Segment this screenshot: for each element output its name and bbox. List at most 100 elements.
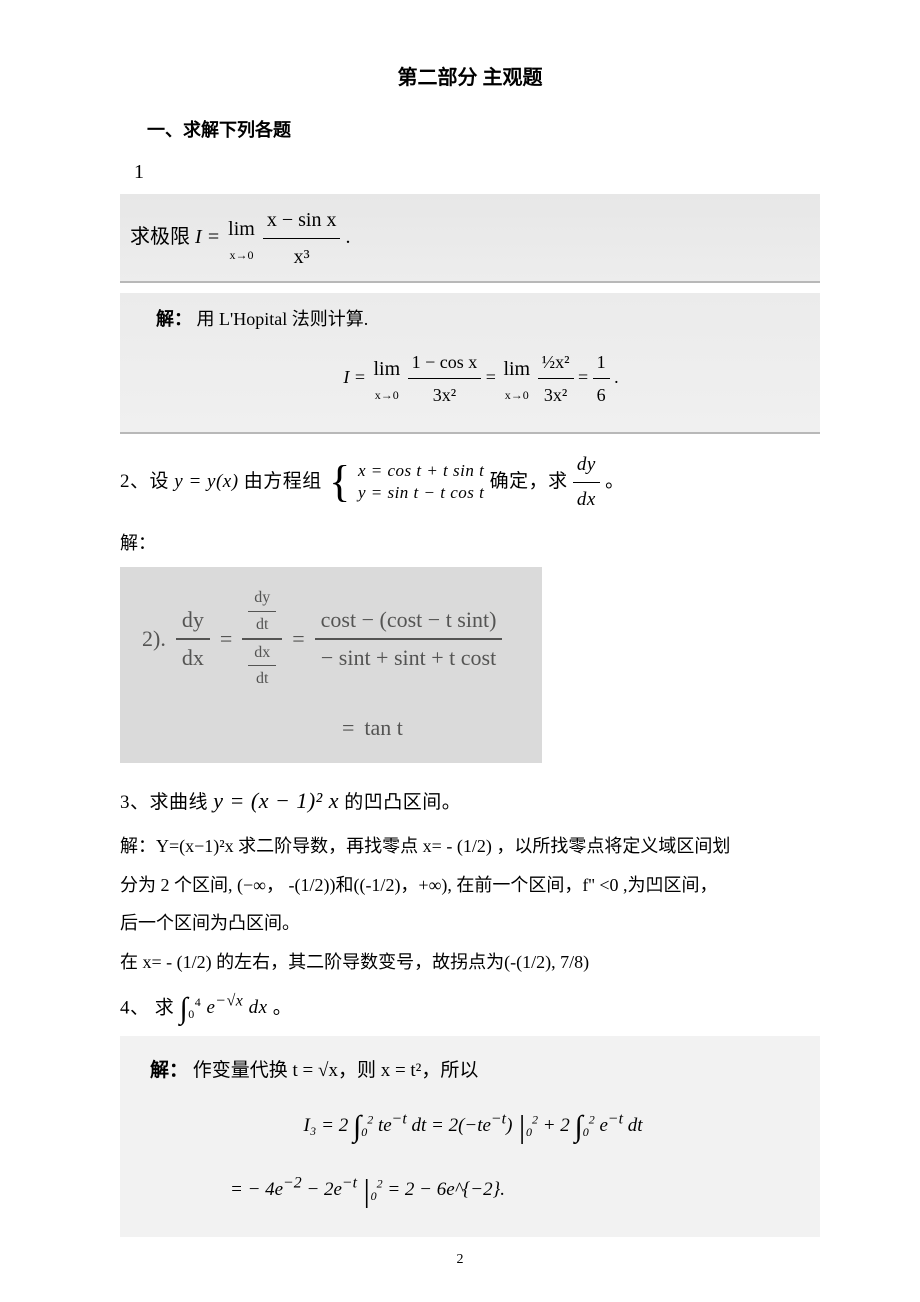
sol1-var: I = — [343, 367, 370, 387]
q1-frac-bot: x³ — [263, 239, 341, 275]
eval-bar-icon-2: | — [362, 1162, 371, 1220]
hw2-f2bot: dx dt — [242, 640, 282, 692]
sol1-frac2: ½x² 3x² — [538, 346, 574, 412]
q3-expr: y = (x − 1)² x — [213, 788, 339, 813]
q2-sys-top: x = cos t + t sin t — [358, 461, 484, 480]
sol1-lim1-t: lim — [373, 351, 400, 387]
sol1-frac3: 1 6 — [593, 346, 610, 412]
q4-lo: 0 — [188, 1007, 195, 1021]
hw2-result-eq: = — [342, 710, 354, 745]
sol4-block: 解： 作变量代换 t = √x，则 x = t²，所以 I₃ = 2 ∫02 t… — [120, 1036, 820, 1237]
page-title: 第二部分 主观题 — [120, 60, 820, 96]
eval-bar-icon: | — [517, 1098, 526, 1156]
page-number: 2 — [457, 1247, 464, 1272]
sol4-b1lo: 0 — [526, 1125, 532, 1139]
sol1-f2t: ½x² — [538, 346, 574, 379]
sol4-i2lo: 0 — [583, 1125, 589, 1139]
sol1-frac1: 1 − cos x 3x² — [408, 346, 482, 412]
handwritten-solution-2: 2). dy dx = dy dt dx dt = cost − (cost −… — [120, 567, 542, 763]
q1-frac-top: x − sin x — [263, 202, 341, 239]
sol2-label: 解： — [120, 527, 820, 559]
hw2-f2cc-raw: dt — [250, 666, 274, 692]
hw2-eq2: = — [292, 621, 304, 656]
sol1-block: 解： 用 L'Hopital 法则计算. I = lim x→0 1 − cos… — [120, 293, 820, 433]
q2-sys-bot: y = sin t − t cos t — [358, 483, 484, 502]
sol4-line1: I₃ = 2 ∫02 te−t dt = 2(−te−t) |02 + 2 ∫0… — [303, 1115, 642, 1136]
sol1-eq1: = — [486, 367, 501, 387]
q3-post: 的凹凸区间。 — [344, 792, 461, 813]
q2-ft: dy — [573, 448, 600, 483]
sol1-tail: . — [614, 367, 619, 387]
q2-dydx: dy dx — [573, 448, 600, 517]
q2-system: x = cos t + t sin t y = sin t − t cos t — [358, 460, 484, 504]
q2-yeq: y = y(x) — [174, 471, 238, 492]
q4-hi: 4 — [195, 995, 202, 1009]
sol4-line2: = − 4e−2 − 2e−t |02 = 2 − 6e^{−2}. — [230, 1179, 505, 1200]
q1-lim-text: lim — [228, 211, 255, 247]
sol3-l4: 在 x= - (1/2) 的左右，其二阶导数变号，故拐点为(-(1/2), 7/… — [120, 946, 820, 978]
hw2-long-top: cost − (cost − t sint) — [315, 602, 503, 639]
sol4-change: 作变量代换 t = √x，则 x = t²，所以 — [193, 1060, 479, 1081]
integral-icon-3: ∫ — [575, 1115, 583, 1139]
q1-lim-sub: x→0 — [228, 245, 255, 267]
hw2-lead: 2). — [142, 621, 166, 656]
q1-tail: . — [345, 226, 350, 248]
sol1-lim1: lim x→0 — [373, 351, 400, 407]
sol1-method: 用 L'Hopital 法则计算. — [197, 309, 369, 329]
hw2-f2top: dy dt — [242, 585, 282, 639]
sol4-i2hi: 2 — [589, 1113, 595, 1127]
sol4-i1hi: 2 — [367, 1113, 373, 1127]
hw2-long-bot: − sint + sint + t cost — [315, 640, 502, 675]
hw2-eq1: = — [220, 621, 232, 656]
hw2-f2b-raw: dt — [250, 612, 274, 638]
sol3-l2: 分为 2 个区间, (−∞， -(1/2))和((-1/2)，+∞), 在前一个… — [120, 869, 820, 901]
hw2-longfrac: cost − (cost − t sint) − sint + sint + t… — [315, 602, 503, 674]
q2-tail: 。 — [605, 471, 625, 492]
section-heading: 一、求解下列各题 — [120, 114, 820, 146]
sol1-f1t: 1 − cos x — [408, 346, 482, 379]
hw2-f1t: dy — [176, 602, 210, 639]
sol4-b1hi: 2 — [532, 1113, 538, 1127]
sol1-lim2-s: x→0 — [503, 385, 530, 407]
q2-pre: 2、设 — [120, 471, 174, 492]
sol1-lim2-t: lim — [503, 351, 530, 387]
hw2-frac2: dy dt dx dt — [242, 585, 282, 691]
sol4-plus: + 2 — [543, 1115, 570, 1136]
q4-integrand: e−√x dx — [206, 997, 267, 1018]
integral-icon: ∫ — [180, 997, 189, 1021]
q4-pre: 4、 求 — [120, 997, 180, 1018]
q2-mid: 由方程组 — [244, 471, 322, 492]
sol1-lim2: lim x→0 — [503, 351, 530, 407]
sol4-i1lo: 0 — [361, 1125, 367, 1139]
sol1-label: 解： — [156, 309, 192, 329]
hw2-f2bb-raw: dx — [248, 640, 276, 667]
q3-line: 3、求曲线 y = (x − 1)² x 的凹凸区间。 — [120, 781, 820, 821]
sol1-f1b: 3x² — [408, 379, 482, 411]
integral-icon-2: ∫ — [353, 1115, 361, 1139]
q2-fb: dx — [573, 483, 600, 517]
sol1-f3b: 6 — [593, 379, 610, 411]
sol4-l2-tail: = 2 − 6e^{−2}. — [387, 1179, 505, 1200]
sol3-l3: 后一个区间为凸区间。 — [120, 907, 820, 939]
sol1-eq2: = — [578, 367, 593, 387]
q1-number: 1 — [134, 154, 820, 190]
q1-prompt-pre: 求极限 — [130, 226, 195, 248]
q1-prompt-block: 求极限 I = lim x→0 x − sin x x³ . — [120, 194, 820, 283]
sol4-b2hi: 2 — [377, 1176, 383, 1190]
sol1-lim1-s: x→0 — [373, 385, 400, 407]
q2-after: 确定，求 — [490, 471, 568, 492]
sol1-f3t: 1 — [593, 346, 610, 379]
q1-var: I = — [195, 226, 225, 248]
q4-line: 4、 求 ∫04 e−√x dx 。 — [120, 988, 820, 1026]
hw2-result: tan t — [364, 710, 403, 745]
hw2-f2t-raw: dy — [248, 585, 276, 612]
sol1-f2b: 3x² — [538, 379, 574, 411]
q3-pre: 3、求曲线 — [120, 792, 213, 813]
hw2-f1b: dx — [176, 640, 210, 675]
hw2-frac1: dy dx — [176, 602, 210, 674]
sol4-label: 解： — [150, 1060, 188, 1081]
q4-tail: 。 — [273, 997, 293, 1018]
q2-line: 2、设 y = y(x) 由方程组 { x = cos t + t sin t … — [120, 448, 820, 517]
q1-limit-op: lim x→0 — [228, 211, 255, 267]
sol3-l1: 解：Y=(x−1)²x 求二阶导数，再找零点 x= - (1/2) ，以所找零点… — [120, 830, 820, 862]
